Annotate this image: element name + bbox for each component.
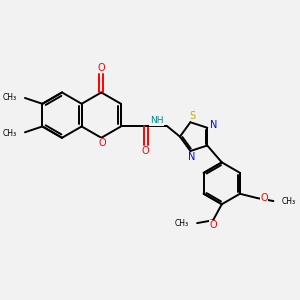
Text: O: O [98, 63, 105, 73]
Text: O: O [99, 138, 106, 148]
Text: CH₃: CH₃ [3, 93, 17, 102]
Text: O: O [142, 146, 149, 156]
Text: N: N [210, 120, 218, 130]
Text: NH: NH [150, 116, 163, 125]
Text: CH₃: CH₃ [174, 219, 188, 228]
Text: S: S [189, 111, 196, 121]
Text: N: N [188, 152, 196, 162]
Text: CH₃: CH₃ [3, 129, 17, 138]
Text: O: O [260, 193, 268, 203]
Text: O: O [209, 220, 217, 230]
Text: CH₃: CH₃ [282, 196, 296, 206]
